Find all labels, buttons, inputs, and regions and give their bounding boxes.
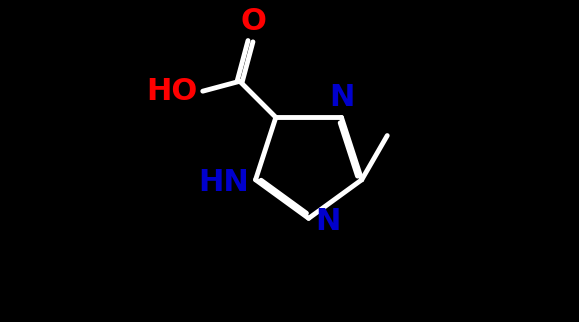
Text: HO: HO [146, 77, 198, 106]
Text: N: N [316, 207, 341, 236]
Text: N: N [329, 83, 354, 112]
Text: HN: HN [198, 168, 248, 197]
Text: O: O [241, 7, 266, 36]
